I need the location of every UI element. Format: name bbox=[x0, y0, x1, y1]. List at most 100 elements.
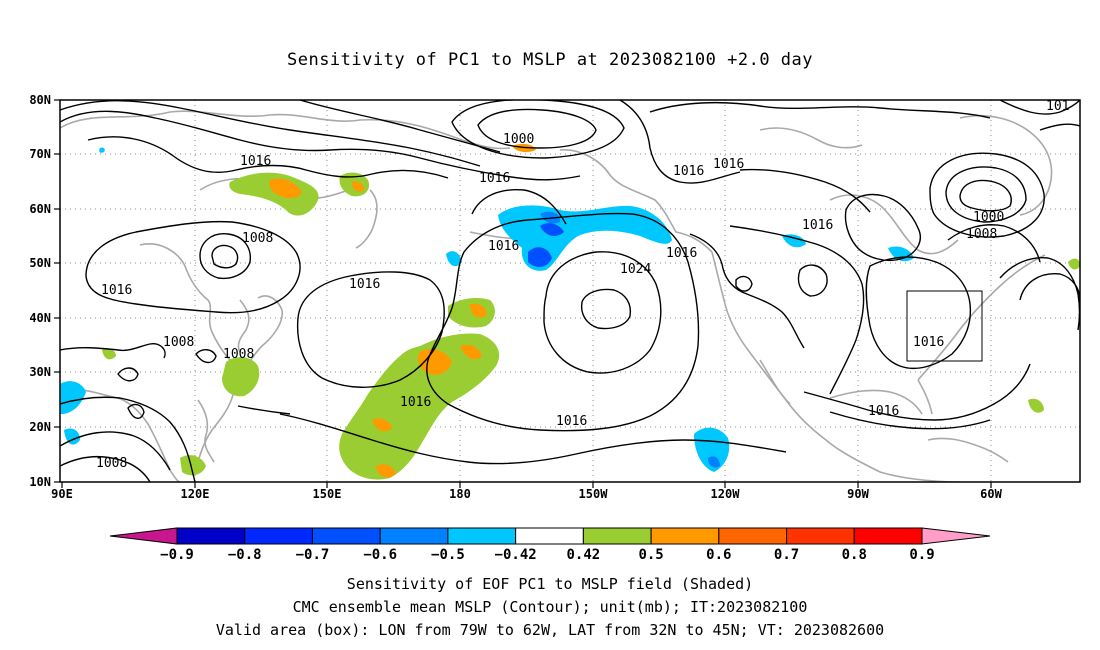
colorbar-label: −0.7 bbox=[296, 547, 330, 563]
lat-label: 80N bbox=[29, 93, 51, 107]
shade-positive-south-china bbox=[102, 348, 116, 360]
coast-siberia bbox=[60, 110, 511, 150]
shade-positive-ne-atlantic bbox=[1068, 258, 1080, 270]
colorbar-label: −0.8 bbox=[228, 547, 262, 563]
colorbar-high-arrow bbox=[921, 527, 991, 545]
caption-contour: CMC ensemble mean MSLP (Contour); unit(m… bbox=[292, 598, 808, 616]
colorbar-cell bbox=[176, 527, 246, 545]
lat-label: 40N bbox=[29, 311, 51, 325]
colorbar-label: −0.5 bbox=[431, 547, 465, 563]
contour-1012-gulf bbox=[829, 411, 991, 430]
colorbar-cell bbox=[244, 527, 313, 545]
coast-baja bbox=[759, 359, 791, 405]
contour-label: 1000 bbox=[973, 210, 1004, 225]
contour-label: 1016 bbox=[666, 246, 697, 261]
lat-label: 50N bbox=[29, 256, 51, 270]
contour-label: 1008 bbox=[223, 347, 254, 362]
colorbar-labels: −0.9 −0.8 −0.7 −0.6 −0.5 −0.42 0.42 0.5 0.6 0.7 0.… bbox=[160, 547, 935, 563]
contour-arctic-canada bbox=[649, 101, 991, 119]
shade-negative-na-west bbox=[782, 234, 806, 248]
lat-label: 60N bbox=[29, 202, 51, 216]
contour-1008-greenland bbox=[929, 152, 1045, 238]
coast-hudson bbox=[829, 194, 959, 255]
shade-positive-central-pacific bbox=[339, 333, 500, 480]
shade-positive-south-pacific-core bbox=[372, 418, 396, 478]
colorbar-label: 0.8 bbox=[842, 547, 867, 563]
contour-1012-siberia-low bbox=[211, 244, 239, 269]
lon-label: 90E bbox=[51, 487, 73, 501]
contour-label: 1016 bbox=[556, 414, 587, 429]
contour-1000-arctic-low bbox=[477, 108, 597, 149]
shade-positive-kamchatka-core bbox=[352, 181, 364, 192]
coast-kamchatka bbox=[355, 189, 378, 249]
shade-negative-indochina bbox=[60, 381, 86, 414]
coast-korea bbox=[237, 299, 250, 353]
colorbar-label: 0.6 bbox=[706, 547, 731, 563]
lat-label: 70N bbox=[29, 147, 51, 161]
contour-label: 1016 bbox=[713, 157, 744, 172]
colorbar-label: −0.6 bbox=[363, 547, 397, 563]
contour-label: 1016 bbox=[673, 164, 704, 179]
contour-label: 1016 bbox=[479, 171, 510, 186]
lon-label: 180 bbox=[449, 487, 471, 501]
contour-1016-east-siberia bbox=[87, 136, 449, 179]
page-title: Sensitivity of PC1 to MSLP at 2023082100… bbox=[286, 50, 813, 70]
lat-label: 20N bbox=[29, 420, 51, 434]
contour-label: 1016 bbox=[101, 283, 132, 298]
colorbar-cell bbox=[853, 527, 923, 545]
shade-positive-okhotsk-core bbox=[269, 178, 302, 199]
lon-label: 120W bbox=[711, 487, 741, 501]
contour-arctic-north-pacific bbox=[619, 100, 741, 184]
map-panel: 1016 1000 1016 1016 1016 101 1008 1016 1… bbox=[29, 93, 1081, 501]
colorbar-label: 0.9 bbox=[909, 547, 934, 563]
caption-valid-area: Valid area (box): LON from 79W to 62W, L… bbox=[215, 621, 885, 639]
shade-positive-central-pacific-core bbox=[418, 344, 482, 375]
valid-area-box bbox=[906, 290, 983, 362]
contour-1016-canada bbox=[739, 168, 871, 213]
lon-label: 150W bbox=[579, 487, 609, 501]
coast-na-east bbox=[917, 254, 1046, 381]
colorbar-cell bbox=[379, 527, 449, 545]
shade-positive-east-pacific-north bbox=[448, 298, 495, 328]
contour-label: 1024 bbox=[620, 262, 651, 277]
contour-small-low-asia bbox=[127, 403, 145, 419]
contour-1016-tropical bbox=[279, 413, 787, 465]
contour-1016-arctic bbox=[60, 110, 581, 181]
shade-positive-okhotsk bbox=[229, 172, 319, 216]
coast-alaska bbox=[559, 149, 713, 253]
coast-philippines bbox=[197, 399, 215, 463]
contour-1008-asia-south bbox=[60, 396, 196, 482]
sensitivity-shading bbox=[60, 143, 1080, 480]
coast-greenland bbox=[959, 114, 1053, 216]
contour-1012-south-asia bbox=[60, 431, 171, 471]
contour-101-northeast bbox=[999, 100, 1080, 115]
shade-negative-mexico bbox=[694, 427, 730, 472]
contour-label: 101 bbox=[1046, 99, 1069, 114]
colorbar-cell bbox=[447, 527, 517, 545]
colorbar: −0.9 −0.8 −0.7 −0.6 −0.5 −0.42 0.42 0.5 0.6 0.7 0.… bbox=[109, 527, 991, 563]
shade-negative-scs bbox=[64, 428, 80, 445]
lon-label: 120E bbox=[181, 487, 210, 501]
contour-label: 1016 bbox=[868, 404, 899, 419]
colorbar-low-arrow bbox=[109, 527, 178, 545]
shade-positive-east-pacific-north-core bbox=[470, 303, 487, 318]
shade-positive-atlantic bbox=[1028, 398, 1044, 413]
caption-shaded: Sensitivity of EOF PC1 to MSLP field (Sh… bbox=[346, 575, 754, 593]
shade-negative-mexico-core bbox=[708, 456, 720, 468]
contour-label: 1008 bbox=[96, 456, 127, 471]
contour-labels: 1016 1000 1016 1016 1016 101 1008 1016 1… bbox=[96, 99, 1069, 471]
shade-positive-tropical-west bbox=[180, 455, 206, 476]
coast-southeast-asia bbox=[60, 388, 181, 482]
contour-label: 1000 bbox=[503, 132, 534, 147]
mslp-contours bbox=[60, 100, 1080, 482]
shade-positive-philippine-sea bbox=[222, 357, 260, 397]
colorbar-cell bbox=[311, 527, 381, 545]
contour-label: 1008 bbox=[966, 227, 997, 242]
contour-1000-greenland bbox=[959, 179, 1012, 212]
coast-east-asia bbox=[139, 243, 238, 471]
graticule bbox=[60, 100, 1080, 482]
lat-label: 30N bbox=[29, 365, 51, 379]
colorbar-cell bbox=[515, 527, 584, 545]
contour-small-low-pacific bbox=[117, 367, 139, 382]
coast-islands-arctic bbox=[759, 127, 863, 149]
